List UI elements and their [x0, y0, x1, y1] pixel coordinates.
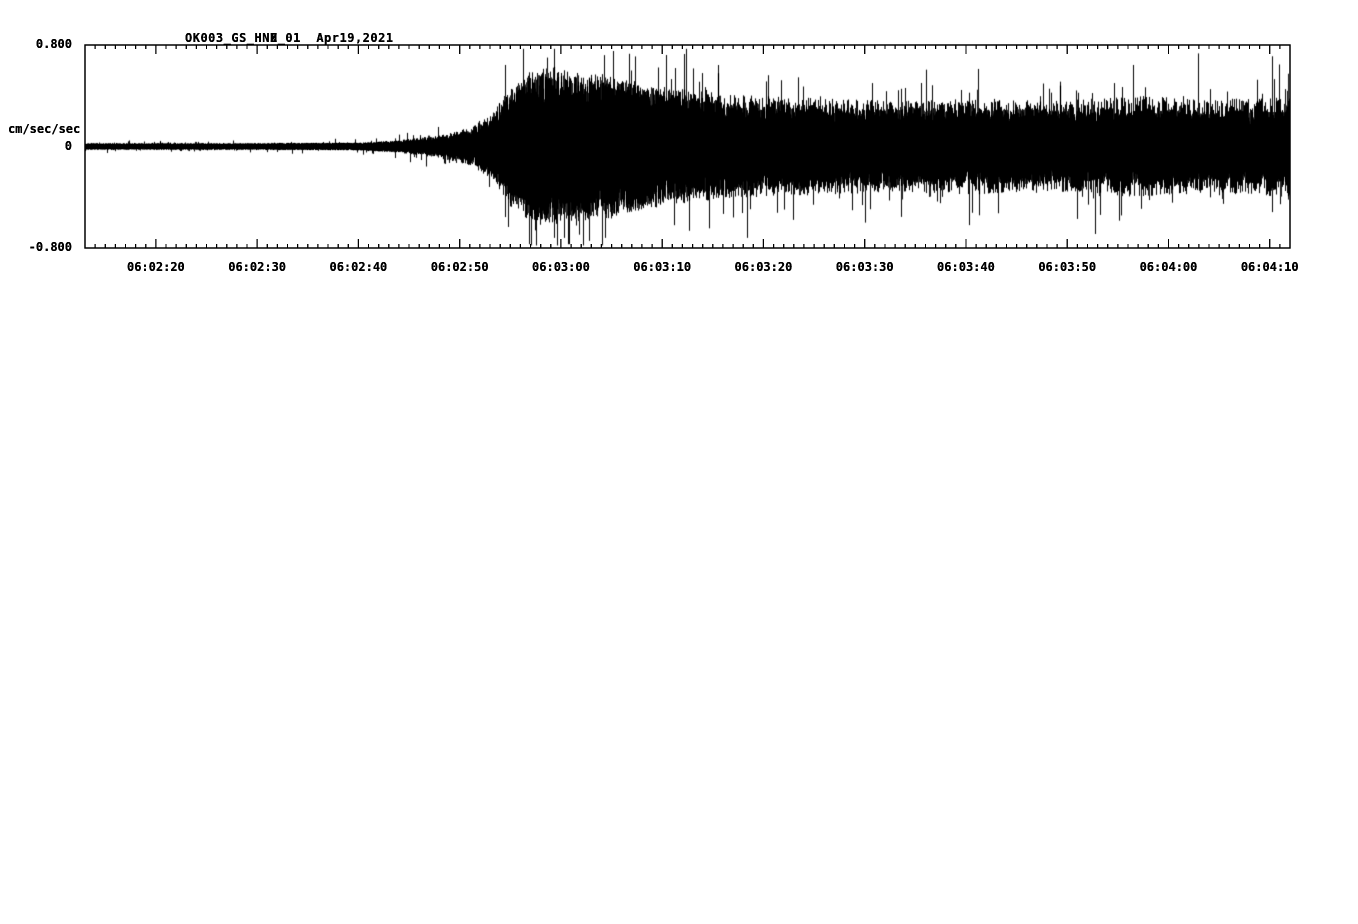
x-tick-label: 06:04:00	[1139, 260, 1198, 274]
trace-title: OK003_GS_HNN_01 Apr19,2021	[185, 31, 394, 45]
x-tick-label: 06:04:00	[1139, 260, 1198, 274]
x-axis-labels: 06:02:20 06:02:30 06:02:40 06:02:50 06:03:00…	[0, 260, 1358, 276]
seismogram-panel-hnz: OK003_GS_HNZ_01 Apr19,2021 0.800 cm/sec/…	[0, 0, 1358, 310]
x-tick-label: 06:03:40	[937, 260, 995, 274]
y-axis-zero-label: 0	[64, 139, 72, 153]
x-tick-label: 06:02:30	[228, 260, 287, 274]
trace-title: OK003_GS_HNZ_01 Apr19,2021	[185, 31, 394, 45]
x-tick-label: 06:04:10	[1240, 260, 1299, 274]
x-tick-label: 06:02:20	[126, 260, 185, 274]
y-axis-min-label: -0.800	[28, 240, 72, 254]
x-tick-label: 06:03:30	[835, 260, 894, 274]
x-tick-label: 06:02:30	[228, 260, 287, 274]
x-tick-label: 06:02:30	[228, 260, 287, 274]
x-tick-label: 06:04:10	[1240, 260, 1299, 274]
x-tick-label: 06:02:50	[430, 260, 489, 274]
x-tick-label: 06:04:00	[1139, 260, 1198, 274]
y-axis-unit-label: cm/sec/sec	[8, 122, 81, 136]
x-tick-label: 06:04:10	[1240, 260, 1299, 274]
x-tick-label: 06:03:50	[1038, 260, 1097, 274]
x-tick-label: 06:03:10	[633, 260, 692, 274]
trace-title: OK003_GS_HNE_01 Apr19,2021	[185, 31, 394, 45]
x-tick-label: 06:03:30	[835, 260, 894, 274]
x-tick-label: 06:03:20	[734, 260, 793, 274]
x-tick-label: 06:02:20	[126, 260, 185, 274]
x-tick-label: 06:03:20	[734, 260, 793, 274]
x-tick-label: 06:02:40	[329, 260, 388, 274]
x-tick-label: 06:03:00	[532, 260, 590, 274]
y-axis-min-label: -0.800	[28, 240, 72, 254]
y-axis-unit-label: cm/sec/sec	[8, 122, 81, 136]
x-tick-label: 06:03:40	[937, 260, 995, 274]
x-tick-label: 06:03:10	[633, 260, 692, 274]
x-tick-label: 06:02:20	[126, 260, 185, 274]
x-axis-labels: 06:02:20 06:02:30 06:02:40 06:02:50 06:03:00…	[0, 260, 1358, 276]
y-axis-zero-label: 0	[64, 139, 72, 153]
x-tick-label: 06:03:10	[633, 260, 692, 274]
x-tick-label: 06:03:00	[532, 260, 590, 274]
x-tick-label: 06:02:40	[329, 260, 388, 274]
y-axis-max-label: 0.800	[35, 37, 72, 51]
y-axis-unit-label: cm/sec/sec	[8, 122, 81, 136]
x-tick-label: 06:03:00	[532, 260, 590, 274]
y-axis-zero-label: 0	[64, 139, 72, 153]
x-tick-label: 06:03:20	[734, 260, 793, 274]
waveform-trace	[85, 45, 1290, 248]
x-tick-label: 06:02:50	[430, 260, 489, 274]
y-axis-min-label: -0.800	[28, 240, 72, 254]
x-tick-label: 06:02:50	[430, 260, 489, 274]
x-tick-label: 06:03:50	[1038, 260, 1097, 274]
y-axis-max-label: 0.800	[35, 37, 72, 51]
x-tick-label: 06:03:30	[835, 260, 894, 274]
x-tick-label: 06:03:40	[937, 260, 995, 274]
x-tick-label: 06:02:40	[329, 260, 388, 274]
y-axis-max-label: 0.800	[35, 37, 72, 51]
x-axis-labels: 06:02:20 06:02:30 06:02:40 06:02:50 06:03:00…	[0, 260, 1358, 276]
x-tick-label: 06:03:50	[1038, 260, 1097, 274]
